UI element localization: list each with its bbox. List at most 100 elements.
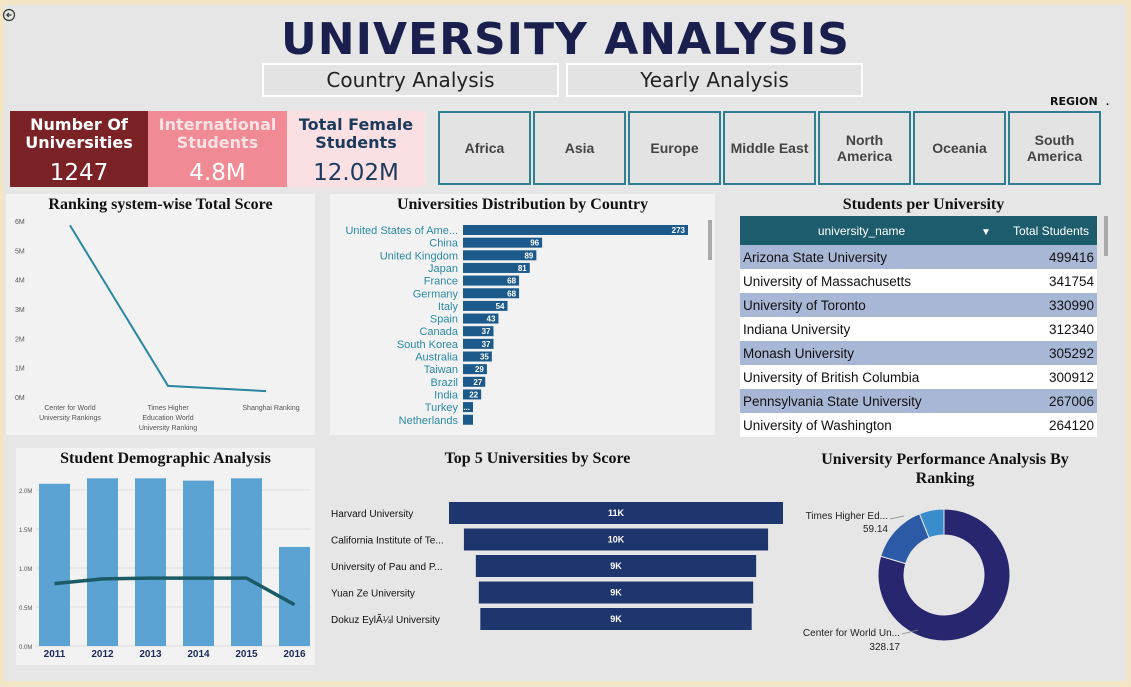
y-tick-label: 4M xyxy=(15,278,25,285)
total-students-cell: 300912 xyxy=(1048,369,1094,385)
page-title: UNIVERSITY ANALYSIS xyxy=(281,14,850,65)
x-tick-label: 2011 xyxy=(44,649,66,660)
funnel-bar-value: 9K xyxy=(610,588,622,598)
funnel-bar xyxy=(478,581,754,604)
table-row[interactable]: University of Massachusetts 341754 xyxy=(740,269,1097,293)
region-middle-east[interactable]: Middle East xyxy=(723,111,816,185)
country-chart-card: Universities Distribution by Country Uni… xyxy=(330,194,715,435)
country-bar-value: 273 xyxy=(672,226,686,235)
country-bar xyxy=(463,300,508,311)
table-row[interactable]: Monash University 305292 xyxy=(740,341,1097,365)
university-name-cell: Arizona State University xyxy=(743,249,888,265)
year-bar xyxy=(135,478,166,646)
y-tick-label: 5M xyxy=(15,248,25,255)
country-label: Germany xyxy=(413,288,459,300)
y-tick-label: 3M xyxy=(15,307,25,314)
table-row[interactable]: Pennsylvania State University 267006 xyxy=(740,389,1097,413)
x-tick-label: University Rankings xyxy=(39,415,101,422)
students-table-title: Students per University xyxy=(842,196,1005,213)
demographic-chart-title: Student Demographic Analysis xyxy=(60,450,271,467)
y-tick-label: 1.5M xyxy=(19,528,32,534)
table-row[interactable]: Arizona State University 499416 xyxy=(740,245,1097,269)
country-analysis-button[interactable]: Country Analysis xyxy=(262,63,559,97)
country-bar-value: 37 xyxy=(482,327,491,336)
slice-label-value: 328.17 xyxy=(869,642,900,653)
kpi-label: International Students xyxy=(158,115,277,152)
table-scrollbar[interactable] xyxy=(1104,216,1108,256)
country-chart-scrollbar[interactable] xyxy=(708,220,712,260)
country-bar xyxy=(463,225,688,235)
column-header-university-name[interactable]: university_name xyxy=(817,223,906,238)
country-label: Japan xyxy=(428,263,458,275)
ranking-chart-card: Ranking system-wise Total Score 6M 5M 4M 3M… xyxy=(6,194,315,435)
x-tick-label: 2015 xyxy=(235,649,258,660)
x-tick-label: Center for World xyxy=(44,405,95,412)
country-bar xyxy=(463,351,492,362)
top5-chart-title: Top 5 Universities by Score xyxy=(444,450,631,467)
y-tick-label: 0.5M xyxy=(19,606,32,612)
total-students-cell: 305292 xyxy=(1048,345,1094,361)
region-slicer-more[interactable]: . xyxy=(1106,96,1110,108)
country-bar-value: 37 xyxy=(482,340,491,349)
students-table: university_name ▼ Total Students Arizona… xyxy=(740,216,1097,437)
top5-funnel-chart: Harvard University 11K California Institut… xyxy=(331,502,783,630)
y-tick-label: 1.0M xyxy=(19,567,32,573)
ranking-chart-title: Ranking system-wise Total Score xyxy=(48,196,273,213)
region-europe[interactable]: Europe xyxy=(628,111,721,185)
yearly-analysis-button[interactable]: Yearly Analysis xyxy=(566,63,863,97)
kpi-value: 4.8M xyxy=(189,160,246,186)
funnel-bar-value: 9K xyxy=(610,561,622,571)
country-bar xyxy=(463,376,486,387)
country-bar xyxy=(463,338,494,349)
country-bar-value: 43 xyxy=(487,315,496,324)
funnel-bar-value: 11K xyxy=(608,508,625,518)
ranking-line-chart: 6M 5M 4M 3M 2M 1M 0M Center for World University… xyxy=(15,219,300,432)
university-label: University of Pau and P... xyxy=(331,562,443,573)
university-name-cell: University of British Columbia xyxy=(743,369,920,385)
y-tick-label: 0M xyxy=(15,395,25,402)
year-bar xyxy=(183,480,214,646)
region-africa[interactable]: Africa xyxy=(438,111,531,185)
country-label: United States of Ame... xyxy=(345,225,458,237)
country-label: Taiwan xyxy=(424,364,458,376)
country-bar xyxy=(463,364,487,375)
total-students-cell: 264120 xyxy=(1048,417,1094,433)
year-bar xyxy=(39,483,70,646)
table-row[interactable]: Indiana University 312340 xyxy=(740,317,1097,341)
country-bar-value: 22 xyxy=(469,390,478,399)
region-south-america[interactable]: South America xyxy=(1008,111,1101,185)
country-chart-title: Universities Distribution by Country xyxy=(396,196,649,213)
region-slicer-title: REGION xyxy=(1050,95,1098,108)
university-name-cell: University of Massachusetts xyxy=(743,273,912,289)
region-asia[interactable]: Asia xyxy=(533,111,626,185)
country-bar-value: 68 xyxy=(507,289,516,298)
region-oceania[interactable]: Oceania xyxy=(913,111,1006,185)
country-bar xyxy=(463,288,520,299)
country-bar-value: 27 xyxy=(473,378,482,387)
country-label: Australia xyxy=(415,352,459,364)
table-row[interactable]: University of Washington 264120 xyxy=(740,413,1097,437)
y-tick-label: 2.0M xyxy=(19,489,32,495)
x-tick-label: University Ranking xyxy=(139,425,197,432)
x-tick-label: 2012 xyxy=(91,649,114,660)
university-name-cell: Monash University xyxy=(743,345,855,361)
column-header-total-students[interactable]: ▼ Total Students xyxy=(981,224,1097,238)
funnel-bar xyxy=(480,608,752,630)
region-north-america[interactable]: North America xyxy=(818,111,911,185)
slice-label-name: Times Higher Ed... xyxy=(806,511,888,522)
country-label: Italy xyxy=(438,301,459,313)
table-row[interactable]: University of Toronto 330990 xyxy=(740,293,1097,317)
back-arrow-icon[interactable] xyxy=(2,8,16,22)
university-label: California Institute of Te... xyxy=(331,536,444,547)
performance-chart-title: University Performance Analysis By Ranki… xyxy=(821,451,1069,487)
funnel-bar-value: 10K xyxy=(608,535,625,545)
total-students-cell: 267006 xyxy=(1048,393,1094,409)
y-tick-label: 0.0M xyxy=(19,645,32,651)
y-tick-label: 2M xyxy=(15,336,25,343)
country-label: South Korea xyxy=(397,339,459,351)
table-row[interactable]: University of British Columbia 300912 xyxy=(740,365,1097,389)
x-tick-label: 2014 xyxy=(187,649,210,660)
country-bar xyxy=(463,414,473,425)
funnel-bar xyxy=(463,528,769,551)
table-body: Arizona State University 499416 University… xyxy=(740,245,1097,437)
